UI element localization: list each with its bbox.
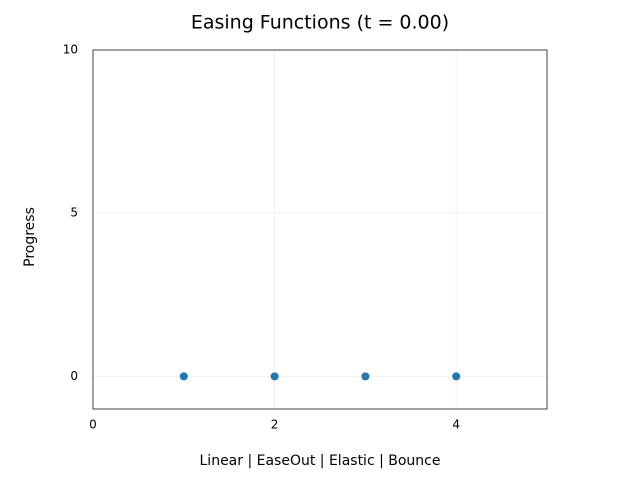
plot-frame <box>92 49 548 410</box>
y-tick-label: 5 <box>70 206 78 220</box>
y-axis-label: Progress <box>22 207 38 267</box>
x-tick-label: 2 <box>271 418 279 432</box>
point <box>270 372 279 381</box>
y-tick-label: 10 <box>63 43 78 57</box>
x-tick-label: 0 <box>89 418 97 432</box>
x-tick-label: 4 <box>452 418 460 432</box>
point <box>452 372 461 381</box>
point <box>361 372 370 381</box>
x-axis-label: Linear | EaseOut | Elastic | Bounce <box>200 453 441 469</box>
chart-title: Easing Functions (t = 0.00) <box>191 12 449 34</box>
point <box>179 372 188 381</box>
y-tick-label: 0 <box>70 369 78 383</box>
